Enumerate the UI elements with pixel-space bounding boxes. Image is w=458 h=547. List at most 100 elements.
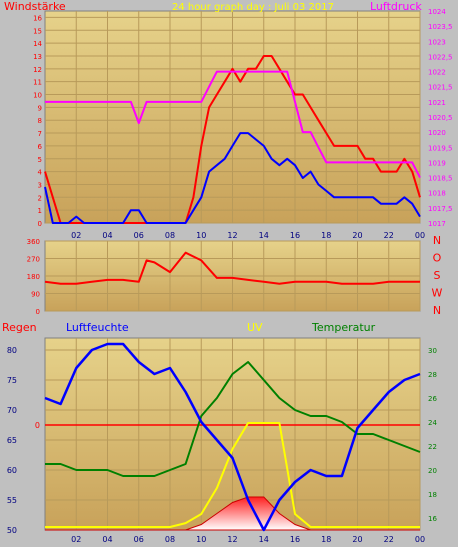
y-tick-label: 11: [33, 79, 42, 87]
y-tick-label: 8: [38, 117, 42, 125]
uv-line: [45, 422, 420, 528]
humidity-line: [44, 342, 421, 532]
x-tick-label: 04: [102, 231, 112, 240]
rain-label: Regen: [2, 321, 37, 334]
y-tick-label: 6: [38, 143, 43, 151]
y2-tick-label: 28: [428, 371, 437, 379]
x-tick-label: 22: [384, 231, 394, 240]
x-tick-label: 00: [415, 535, 425, 543]
uv-label: UV: [247, 321, 263, 334]
y2-tick-label: 1023: [428, 38, 446, 46]
y2-tick-label: 1022: [428, 69, 446, 77]
y-tick-label: 270: [27, 256, 40, 264]
x-tick-label: 16: [290, 231, 300, 240]
wind-avg-line: [44, 132, 421, 224]
x-tick-label: 16: [290, 535, 300, 543]
humidity-label: Luftfeuchte: [66, 321, 129, 334]
humidity-temperature-ticks: 02 04 06 08 10 12 14 16 18 20 22 00 50 55 60 65 70 75 80 16…: [7, 346, 438, 544]
y-tick-label: 0: [36, 308, 40, 316]
x-tick-label: 00: [415, 231, 425, 240]
x-tick-label: 08: [165, 231, 175, 240]
y-tick-label: 75: [7, 376, 17, 385]
y-tick-label: 9: [38, 104, 42, 112]
compass-label: N: [433, 234, 441, 247]
y-tick-label: 2: [38, 194, 42, 202]
temperature-label: Temperatur: [311, 321, 376, 334]
temperature-line: [45, 361, 421, 477]
y-tick-label: 50: [7, 526, 17, 535]
y2-tick-label: 20: [428, 467, 437, 475]
y2-tick-label: 1024: [428, 8, 446, 16]
y2-tick-label: 1017,5: [428, 205, 453, 213]
chart-title: 24 hour graph day : Juli 03 2017: [172, 2, 334, 13]
y-tick-label: 13: [33, 53, 42, 61]
x-tick-label: 12: [227, 535, 237, 543]
wind-direction-grid: [45, 240, 421, 312]
x-tick-label: 10: [196, 231, 206, 240]
x-tick-label: 22: [384, 535, 394, 543]
y-tick-label: 15: [33, 27, 42, 35]
y-tick-label: 60: [7, 466, 17, 475]
y2-tick-label: 24: [428, 419, 437, 427]
y2-tick-label: 1018: [428, 190, 446, 198]
y-tick-label: 5: [38, 156, 42, 164]
wind-pressure-ticks: 02 04 06 08 10 12 14 16 18 20 22 000123456789101112…: [33, 8, 452, 240]
x-tick-label: 06: [134, 535, 144, 543]
y-tick-label: 0: [38, 220, 42, 228]
x-tick-label: 20: [352, 535, 362, 543]
y2-tick-label: 30: [428, 347, 437, 355]
humidity-temperature-series: [44, 342, 421, 532]
rain-tick-label: 0: [35, 421, 40, 430]
y2-tick-label: 26: [428, 395, 437, 403]
y-tick-label: 80: [7, 346, 17, 355]
y-tick-label: 14: [33, 40, 42, 48]
y-tick-label: 1: [38, 207, 42, 215]
x-tick-label: 02: [71, 535, 81, 543]
y2-tick-label: 1020: [428, 129, 446, 137]
y-tick-label: 3: [38, 181, 42, 189]
x-tick-label: 14: [259, 535, 269, 543]
y2-tick-label: 1021: [428, 99, 446, 107]
x-tick-label: 18: [321, 535, 331, 543]
y-tick-label: 10: [33, 92, 42, 100]
y-tick-label: 16: [33, 14, 42, 22]
y-tick-label: 55: [7, 496, 17, 505]
y2-tick-label: 1021,5: [428, 84, 453, 92]
compass-label: S: [434, 269, 441, 282]
y-tick-label: 360: [27, 238, 40, 246]
x-tick-label: 14: [259, 231, 269, 240]
x-tick-label: 18: [321, 231, 331, 240]
y2-tick-label: 1019,5: [428, 144, 453, 152]
x-tick-label: 10: [196, 535, 206, 543]
y-tick-label: 65: [7, 436, 17, 445]
x-tick-label: 20: [352, 231, 362, 240]
pressure-line: [45, 70, 421, 179]
x-tick-label: 02: [71, 231, 81, 240]
x-tick-label: 06: [134, 231, 144, 240]
compass-label: W: [432, 287, 443, 300]
y2-tick-label: 1022,5: [428, 53, 453, 61]
wind-axis-label: Windstärke: [4, 0, 66, 13]
y-tick-label: 12: [33, 66, 42, 74]
y-tick-label: 70: [7, 406, 17, 415]
y-tick-label: 7: [38, 130, 42, 138]
x-tick-label: 08: [165, 535, 175, 543]
x-tick-label: 12: [227, 231, 237, 240]
y-tick-label: 90: [31, 291, 40, 299]
wind-direction-series: [44, 251, 420, 285]
y2-tick-label: 1017: [428, 220, 446, 228]
compass-label: O: [433, 252, 442, 265]
y-tick-label: 180: [27, 273, 40, 281]
solar-area: [45, 496, 420, 531]
wind-direction-line: [44, 251, 420, 285]
wind-pressure-series: [44, 55, 421, 224]
x-tick-label: 04: [102, 535, 112, 543]
y2-tick-label: 1023,5: [428, 23, 453, 31]
compass-label: N: [433, 304, 441, 317]
y2-tick-label: 1020,5: [428, 114, 453, 122]
pressure-axis-label: Luftdruck: [370, 0, 422, 13]
y-tick-label: 4: [38, 169, 43, 177]
